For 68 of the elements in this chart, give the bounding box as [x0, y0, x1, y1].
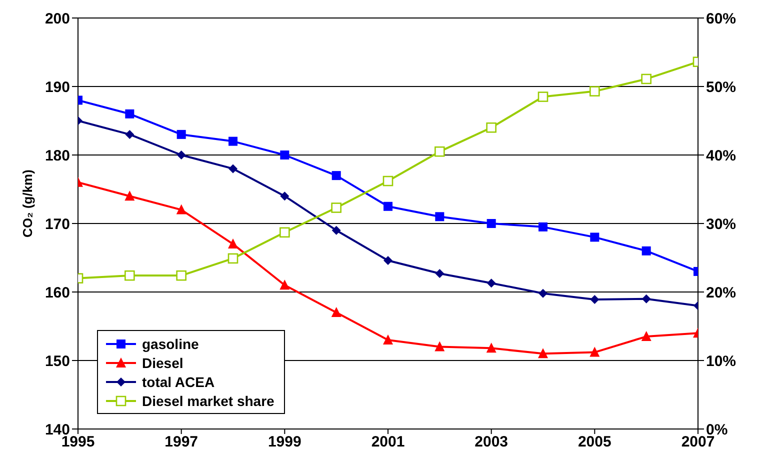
point — [280, 280, 290, 290]
y2-tick-label: 10% — [706, 352, 736, 370]
point — [590, 232, 600, 242]
y-tick-label: 160 — [44, 284, 70, 302]
point — [383, 334, 393, 344]
y-axis-title: CO₂ (g/km) — [20, 170, 35, 238]
point — [382, 176, 394, 186]
point — [384, 256, 392, 265]
point — [590, 346, 600, 357]
y-tick-label: 200 — [44, 10, 70, 28]
point — [384, 202, 392, 211]
point — [538, 288, 548, 298]
point — [228, 253, 238, 264]
point — [124, 190, 135, 201]
legend-label: Diesel — [142, 354, 184, 370]
point — [176, 150, 186, 160]
x-tick-label: 1999 — [268, 434, 302, 451]
point — [641, 74, 652, 84]
point — [331, 202, 342, 213]
y2-tick-label: 20% — [706, 284, 736, 302]
point — [642, 294, 651, 304]
point — [590, 295, 600, 304]
y2-tick-label: 40% — [706, 147, 736, 164]
point — [332, 226, 341, 235]
point — [332, 171, 341, 180]
point — [486, 342, 496, 353]
point — [538, 348, 548, 358]
point — [486, 278, 496, 288]
y2-tick-label: 30% — [706, 216, 736, 233]
point — [228, 136, 238, 146]
legend-label: total ACEA — [142, 374, 215, 390]
point — [125, 109, 134, 118]
x-tick-label: 2005 — [578, 434, 612, 451]
point — [228, 164, 238, 174]
point — [331, 307, 342, 318]
y-tick-label: 150 — [44, 352, 70, 370]
y-tick-label: 180 — [44, 147, 70, 164]
point — [434, 341, 445, 352]
x-tick-label: 2007 — [681, 434, 715, 451]
y2-tick-label: 60% — [706, 10, 736, 28]
point — [228, 238, 238, 249]
point — [176, 204, 186, 214]
point — [125, 130, 134, 139]
y2-tick-label: 50% — [706, 78, 736, 96]
point — [435, 269, 444, 278]
point — [280, 227, 290, 238]
point — [124, 270, 135, 281]
y-tick-label: 170 — [44, 216, 70, 233]
point — [641, 331, 652, 342]
point — [176, 270, 186, 281]
point — [434, 146, 445, 157]
point — [538, 92, 548, 102]
legend-label: Diesel market share — [142, 392, 274, 408]
point — [435, 212, 444, 222]
x-tick-label: 1995 — [61, 434, 95, 451]
x-tick-label: 1997 — [164, 434, 198, 451]
point — [538, 222, 548, 232]
y-tick-label: 190 — [44, 78, 70, 96]
legend-label: gasoline — [142, 336, 199, 352]
point — [642, 246, 651, 256]
x-tick-label: 2001 — [371, 434, 405, 451]
point — [486, 122, 496, 133]
point — [280, 150, 290, 160]
point — [280, 192, 290, 201]
x-tick-label: 2003 — [474, 434, 508, 451]
point — [486, 219, 496, 228]
point — [176, 130, 186, 139]
point — [590, 86, 600, 96]
